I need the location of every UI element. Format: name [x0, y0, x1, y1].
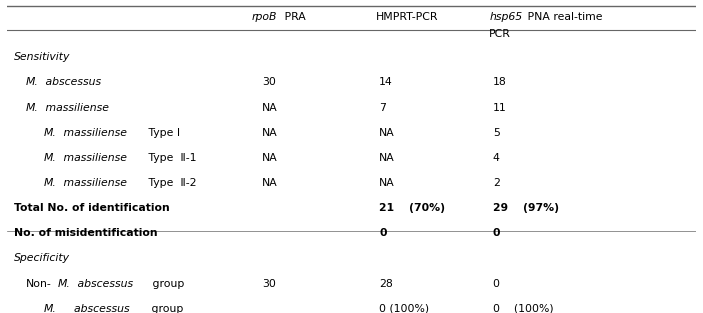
Text: Type  Ⅱ-1: Type Ⅱ-1 — [145, 153, 196, 163]
Text: massiliense: massiliense — [60, 128, 127, 138]
Text: 4: 4 — [493, 153, 500, 163]
Text: 11: 11 — [493, 103, 506, 112]
Text: NA: NA — [379, 178, 395, 188]
Text: abscessus: abscessus — [75, 279, 134, 289]
Text: 0: 0 — [379, 228, 387, 238]
Text: 28: 28 — [379, 279, 393, 289]
Text: 29    (97%): 29 (97%) — [493, 203, 559, 213]
Text: massiliense: massiliense — [60, 178, 127, 188]
Text: M.: M. — [44, 153, 56, 163]
Text: M.: M. — [25, 77, 39, 87]
Text: PNA real-time: PNA real-time — [524, 12, 603, 22]
Text: M.: M. — [25, 103, 39, 112]
Text: M.: M. — [44, 128, 56, 138]
Text: massiliense: massiliense — [60, 153, 127, 163]
Text: abscessus: abscessus — [42, 77, 101, 87]
Text: PRA: PRA — [280, 12, 305, 22]
Text: rpoB: rpoB — [252, 12, 277, 22]
Text: group: group — [148, 304, 183, 313]
Text: NA: NA — [262, 128, 278, 138]
Text: M.: M. — [58, 279, 71, 289]
Text: hsp65: hsp65 — [489, 12, 522, 22]
Text: 0 (100%): 0 (100%) — [379, 304, 430, 313]
Text: NA: NA — [262, 103, 278, 112]
Text: Non-: Non- — [25, 279, 51, 289]
Text: M.: M. — [44, 178, 56, 188]
Text: 30: 30 — [262, 77, 276, 87]
Text: massiliense: massiliense — [42, 103, 109, 112]
Text: Total No. of identification: Total No. of identification — [14, 203, 169, 213]
Text: 0: 0 — [493, 228, 501, 238]
Text: 21    (70%): 21 (70%) — [379, 203, 445, 213]
Text: 0    (100%): 0 (100%) — [493, 304, 553, 313]
Text: NA: NA — [379, 153, 395, 163]
Text: NA: NA — [262, 178, 278, 188]
Text: Specificity: Specificity — [14, 254, 70, 264]
Text: 14: 14 — [379, 77, 393, 87]
Text: HMPRT-PCR: HMPRT-PCR — [375, 12, 438, 22]
Text: Sensitivity: Sensitivity — [14, 52, 70, 62]
Text: No. of misidentification: No. of misidentification — [14, 228, 157, 238]
Text: 30: 30 — [262, 279, 276, 289]
Text: 0: 0 — [493, 279, 500, 289]
Text: 5: 5 — [493, 128, 500, 138]
Text: M.: M. — [44, 304, 56, 313]
Text: group: group — [149, 279, 185, 289]
Text: NA: NA — [262, 153, 278, 163]
Text: 2: 2 — [493, 178, 500, 188]
Text: NA: NA — [379, 128, 395, 138]
Text: 18: 18 — [493, 77, 506, 87]
Text: PCR: PCR — [489, 29, 511, 39]
Text: abscessus: abscessus — [60, 304, 129, 313]
Text: Type I: Type I — [145, 128, 180, 138]
Text: 7: 7 — [379, 103, 386, 112]
Text: Type  Ⅱ-2: Type Ⅱ-2 — [145, 178, 196, 188]
